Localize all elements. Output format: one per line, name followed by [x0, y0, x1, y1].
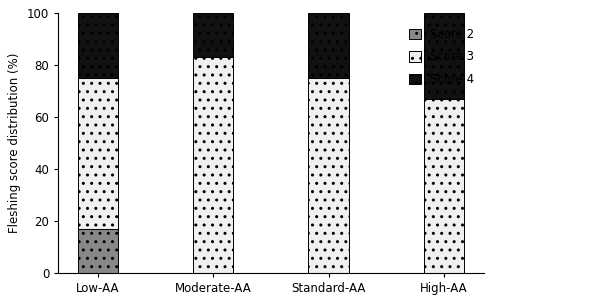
- Bar: [77, 228, 118, 273]
- Legend: Score 2, Score 3, Score 4: Score 2, Score 3, Score 4: [406, 25, 478, 89]
- Y-axis label: Fleshing score distribution (%): Fleshing score distribution (%): [8, 53, 22, 233]
- Bar: [193, 13, 233, 57]
- Bar: [308, 78, 349, 273]
- Bar: [77, 78, 118, 228]
- Bar: [193, 57, 233, 273]
- Bar: [424, 99, 464, 273]
- Bar: [77, 13, 118, 78]
- Bar: [308, 13, 349, 78]
- Bar: [424, 13, 464, 99]
